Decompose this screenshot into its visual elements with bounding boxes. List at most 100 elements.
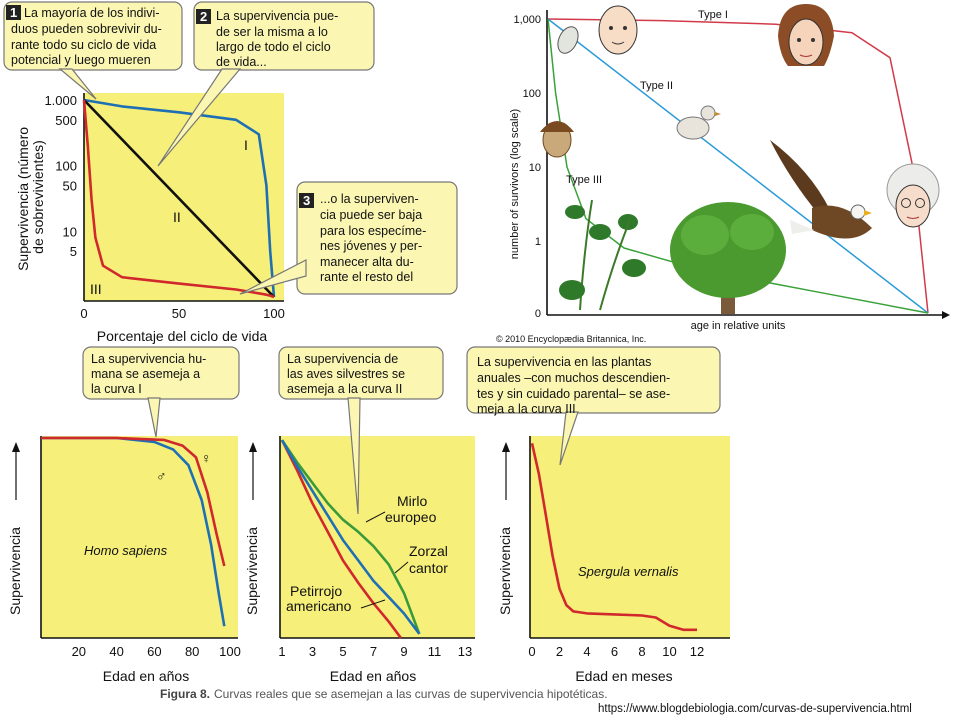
y-axis-label: Supervivencia <box>244 442 260 615</box>
chart-birds: 1 3 5 7 9 11 13 Mirlo europeo Zorzal cantor Pe… <box>244 436 475 684</box>
x-tick-label: 1 <box>278 644 285 659</box>
curve-label-type-ii: Type II <box>640 80 673 92</box>
series-line-0 <box>280 439 402 639</box>
acorn-icon <box>540 121 574 158</box>
svg-text:La mayoría de los indivi-: La mayoría de los indivi- duos pueden so… <box>11 6 165 67</box>
x-tick-label: 0 <box>528 644 535 659</box>
svg-text:Supervivencia: Supervivencia <box>244 527 260 615</box>
x-tick-label: 4 <box>583 644 590 659</box>
series-lines <box>82 98 276 299</box>
x-tick-label: 100 <box>263 306 285 321</box>
badge-2 <box>196 9 211 24</box>
callout-2: 2 La supervivencia pue- de ser la misma … <box>157 1 375 167</box>
chick-icon <box>676 105 721 140</box>
figure-caption-text: Curvas reales que se asemejan a las curv… <box>214 687 608 701</box>
series-line-0 <box>530 443 697 632</box>
baby-face-icon <box>598 5 638 55</box>
y-axis-label: Supervivencia <box>7 442 23 615</box>
x-tick-label: 13 <box>458 644 472 659</box>
y-axis-label: Supervivencia <box>497 442 513 615</box>
x-axis-label: Edad en meses <box>575 668 672 684</box>
x-tick-labels: 0 2 4 6 8 10 12 <box>528 644 704 659</box>
x-tick-label: 6 <box>611 644 618 659</box>
x-tick-labels: 20 40 60 80 100 <box>72 644 241 659</box>
seedling-plant-icon <box>559 199 646 311</box>
series-lines <box>280 439 421 639</box>
svg-text:La supervivencia en las planta: La supervivencia en las plantas anuales … <box>477 355 674 416</box>
curve-label-ii: II <box>173 209 181 225</box>
x-tick-label: 12 <box>690 644 704 659</box>
svg-text:La supervivencia de las: La supervivencia de las aves silvestres … <box>287 352 409 396</box>
plot-area <box>280 436 475 638</box>
x-axis-label: age in relative units <box>691 320 786 332</box>
x-tick-labels: 1 3 5 7 9 11 13 <box>278 644 472 659</box>
x-tick-label: 0 <box>80 306 87 321</box>
x-tick-label: 7 <box>370 644 377 659</box>
y-tick-label: 1.000 <box>44 93 77 108</box>
x-axis-label: Edad en años <box>330 668 416 684</box>
curve-label-i: I <box>244 137 248 153</box>
series-lines <box>41 436 226 627</box>
badge-1 <box>6 5 21 20</box>
y-axis-label: number of survivors (log scale) <box>509 109 521 259</box>
y-label-line2: de sobrevivientes) <box>30 140 46 254</box>
male-symbol-label: ♂ <box>156 468 167 484</box>
series-line-2 <box>280 439 421 635</box>
y-axis-label: Supervivencia (número de sobrevivientes) <box>15 123 46 271</box>
x-tick-label: 9 <box>400 644 407 659</box>
y-tick-labels: 1.000 500 100 50 10 5 <box>44 93 77 259</box>
source-url: https://www.blogdebiologia.com/curvas-de… <box>598 703 912 715</box>
eagle-icon <box>770 140 872 239</box>
x-tick-label: 5 <box>339 644 346 659</box>
callout-birds: La supervivencia de las aves silvestres … <box>278 346 444 515</box>
series-line-1 <box>280 439 421 635</box>
x-tick-label: 3 <box>309 644 316 659</box>
y-tick-label: 500 <box>55 113 77 128</box>
svg-text:...o la superviven- cia: ...o la superviven- cia puede ser baja p… <box>320 192 430 284</box>
y-tick-label: 1 <box>535 236 541 248</box>
svg-text:Supervivencia: Supervivencia <box>497 527 513 615</box>
callout-1: 1 La mayoría de los indivi- duos pueden … <box>3 1 183 100</box>
x-tick-label: 100 <box>219 644 241 659</box>
plot-area <box>41 436 238 638</box>
x-tick-labels: 0 50 100 <box>80 306 284 321</box>
y-tick-label: 5 <box>70 244 77 259</box>
y-tick-label: 10 <box>63 224 77 239</box>
x-tick-label: 20 <box>72 644 86 659</box>
x-axis-label: Porcentaje del ciclo de vida <box>97 328 268 344</box>
series-label-robin: Petirrojo americano <box>286 583 352 614</box>
x-axis-label: Edad en años <box>103 668 189 684</box>
badge-3 <box>299 193 314 208</box>
elderly-woman-face-icon <box>886 163 940 228</box>
y-label-line1: Supervivencia (número <box>15 127 31 271</box>
callout-human: La supervivencia hu- mana se asemeja a l… <box>82 346 240 438</box>
x-tick-label: 10 <box>662 644 676 659</box>
x-tick-label: 50 <box>172 306 186 321</box>
badge-3-number: 3 <box>303 193 310 208</box>
y-tick-label: 100 <box>523 88 541 100</box>
curve-label-type-i: Type I <box>698 9 728 21</box>
chart-homo-sapiens: 20 40 60 80 100 Homo sapiens ♀ ♂ Supervivenc… <box>7 436 241 684</box>
series-line-1 <box>41 436 226 567</box>
series-line-1 <box>547 18 929 314</box>
species-label: Spergula vernalis <box>578 564 679 579</box>
series-line-2 <box>82 99 275 299</box>
woman-face-icon <box>778 4 834 66</box>
x-tick-label: 80 <box>185 644 199 659</box>
copyright: © 2010 Encyclopædia Britannica, Inc. <box>496 334 646 344</box>
tree-icon <box>670 202 786 314</box>
series-lines <box>530 443 697 632</box>
curve-label-type-iii: Type III <box>566 174 602 186</box>
callout-plants: La supervivencia en las plantas anuales … <box>466 346 721 466</box>
figure-number: Figura 8. <box>160 687 210 701</box>
series-line-1 <box>83 99 275 298</box>
plot-area <box>84 93 284 301</box>
x-tick-label: 8 <box>638 644 645 659</box>
x-tick-label: 11 <box>428 644 442 659</box>
svg-text:Supervivencia: Supervivencia <box>7 527 23 615</box>
y-tick-label: 100 <box>55 159 77 174</box>
callout-3: 3 ...o la superviven- cia puede ser baja… <box>239 181 458 295</box>
chart-spergula: 0 2 4 6 8 10 12 Spergula vernalis Supervivenci… <box>497 436 730 684</box>
